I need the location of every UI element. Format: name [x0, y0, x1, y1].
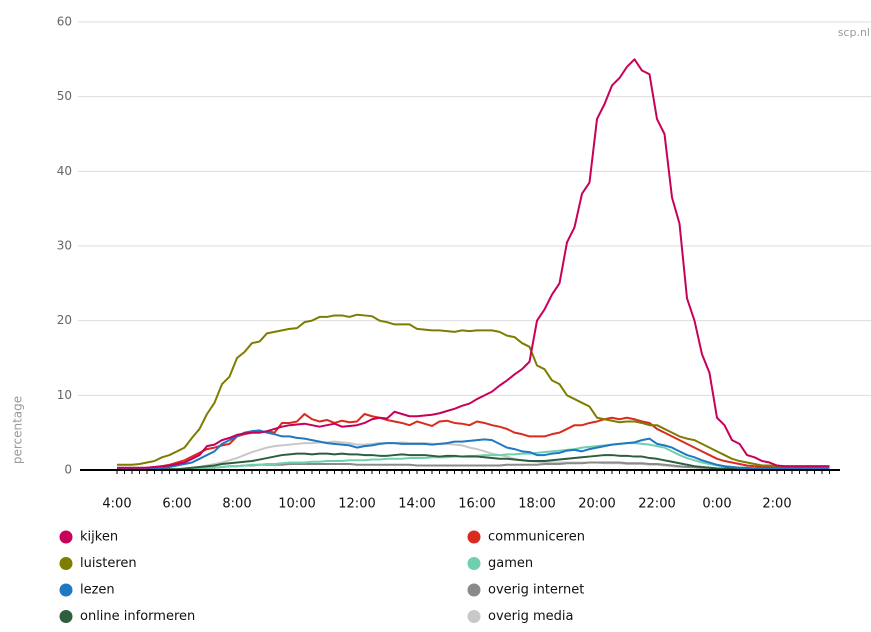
legend-marker [59, 557, 73, 570]
legend-marker [59, 583, 73, 597]
x-tick-label: 14:00 [398, 497, 435, 512]
y-tick-label: 40 [57, 164, 72, 178]
legend-label: overig media [488, 609, 573, 624]
x-tick-label: 2:00 [762, 497, 791, 512]
x-tick-label: 12:00 [338, 497, 375, 512]
y-tick-label: 20 [57, 313, 72, 327]
y-tick-label: 50 [57, 89, 72, 103]
legend-marker [467, 530, 481, 544]
legend-label: overig internet [488, 583, 584, 598]
x-tick-label: 18:00 [518, 497, 555, 512]
x-tick-label: 10:00 [278, 497, 315, 512]
legend-label: online informeren [80, 609, 195, 624]
y-tick-label: 60 [57, 15, 72, 29]
y-tick-label: 0 [64, 463, 72, 477]
series-line [117, 452, 830, 471]
legend-marker [59, 610, 73, 623]
legend-label: lezen [80, 583, 115, 598]
x-tick-label: 22:00 [638, 497, 675, 512]
x-tick-label: 16:00 [458, 497, 495, 512]
legend-marker [467, 583, 481, 597]
x-tick-label: 8:00 [222, 497, 251, 512]
legend-marker [467, 610, 481, 623]
legend-label: kijken [80, 530, 118, 545]
x-tick-label: 20:00 [578, 497, 615, 512]
legend-label: gamen [488, 556, 533, 571]
y-tick-label: 10 [57, 388, 72, 402]
x-tick-label: 6:00 [162, 497, 191, 512]
legend-marker [467, 557, 481, 570]
series-line [117, 429, 830, 470]
y-axis-label: percentage [11, 396, 25, 464]
legend-marker [59, 530, 73, 544]
legend-label: communiceren [488, 530, 585, 545]
x-tick-label: 4:00 [102, 497, 131, 512]
legend-label: luisteren [80, 556, 137, 571]
y-tick-label: 30 [57, 239, 72, 253]
series-line [117, 313, 830, 468]
source: scp.nl [838, 26, 870, 39]
series-line [117, 58, 830, 469]
x-tick-label: 0:00 [702, 497, 731, 512]
